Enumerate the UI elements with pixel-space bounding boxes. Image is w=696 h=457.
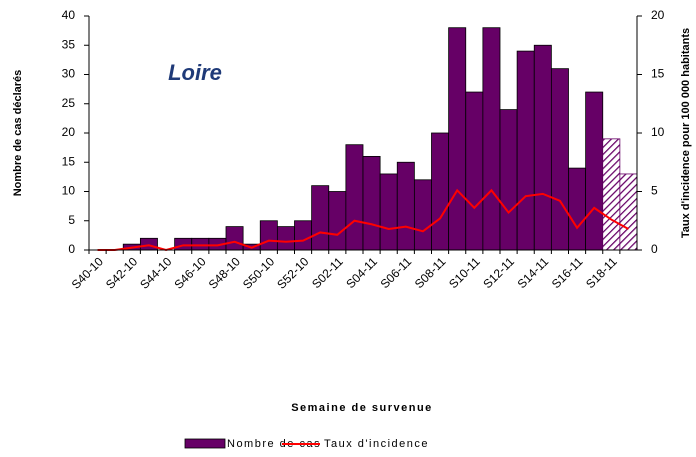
x-tick-label: S14-11: [515, 254, 552, 291]
bar: [482, 27, 501, 251]
x-tick-label: S50-10: [240, 254, 277, 291]
y-tick-label: 25: [62, 96, 76, 110]
bar: [174, 237, 193, 251]
bar: [585, 91, 604, 251]
legend-label: Taux d'incidence: [324, 438, 429, 450]
x-tick-label: S10-11: [446, 254, 483, 291]
bar: [328, 191, 347, 251]
legend: Nombre de cas Taux d'incidence: [184, 438, 429, 450]
bar: [345, 144, 364, 251]
bar: [465, 91, 484, 251]
y-tick-label: 15: [62, 154, 76, 168]
y-tick-label: 30: [62, 67, 76, 81]
y-tick-label: 20: [62, 125, 76, 139]
y-tick-label: 35: [62, 37, 76, 51]
line: [97, 188, 629, 252]
x-tick-label: S08-11: [412, 254, 449, 291]
x-tick-label: S02-11: [309, 254, 346, 291]
bar: [550, 68, 569, 251]
x-tick-label: S16-11: [549, 254, 586, 291]
bar: [225, 226, 244, 251]
bar: [431, 132, 450, 251]
y-axis-title: Nombre de cas déclarés: [12, 70, 24, 197]
bar: [139, 237, 158, 251]
x-tick-label: S48-10: [206, 254, 243, 291]
y-tick-label: 5: [68, 213, 75, 227]
y-tick-label: 40: [62, 8, 76, 22]
bar: [191, 237, 210, 251]
bar: [602, 138, 621, 251]
x-axis-title: Semaine de survenue: [291, 402, 433, 414]
x-tick-label: S44-10: [137, 254, 174, 291]
legend-label: Nombre de cas: [227, 438, 321, 450]
x-tick-label: S40-10: [69, 254, 106, 291]
y2-axis-title: Taux d'incidence pour 100 000 habitants: [680, 28, 692, 238]
legend-swatch: [184, 438, 226, 449]
y2-tick-label: 10: [651, 125, 665, 139]
bar: [448, 27, 467, 251]
y2-tick-label: 0: [651, 242, 658, 256]
x-tick-label: S04-11: [343, 254, 380, 291]
x-tick-label: S06-11: [378, 254, 415, 291]
x-tick-label: S18-11: [583, 254, 620, 291]
bar: [568, 167, 587, 251]
y2-tick-label: 15: [651, 67, 665, 81]
x-tick-label: S12-11: [480, 254, 517, 291]
bar: [379, 173, 398, 251]
x-tick-label: S46-10: [171, 254, 208, 291]
x-tick-label: S42-10: [103, 254, 140, 291]
bar: [311, 185, 330, 251]
bar: [516, 50, 535, 251]
y2-tick-label: 20: [651, 8, 665, 22]
y2-tick-label: 5: [651, 184, 658, 198]
x-tick-label: S52-10: [274, 254, 311, 291]
bar: [276, 226, 295, 251]
y-tick-label: 0: [68, 242, 75, 256]
chart-title: Loire: [168, 60, 222, 85]
bar: [396, 161, 415, 251]
y-tick-label: 10: [62, 184, 76, 198]
bar: [413, 179, 432, 251]
bar: [499, 109, 518, 251]
bar: [362, 155, 381, 251]
bar: [533, 44, 552, 251]
bar: [259, 220, 278, 251]
bar: [619, 173, 638, 251]
bar: [294, 220, 313, 251]
